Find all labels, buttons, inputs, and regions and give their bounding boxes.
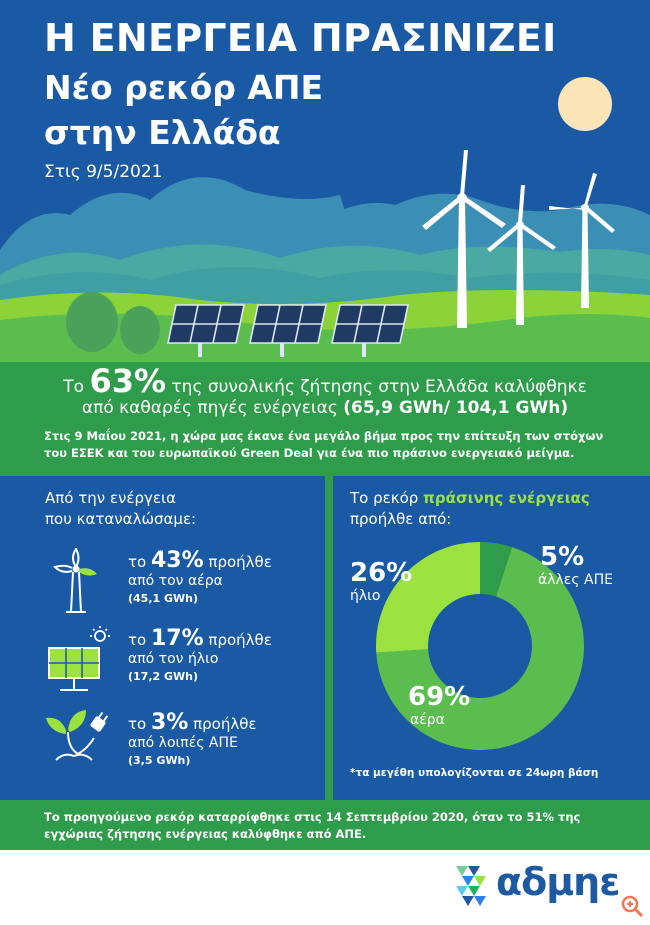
record-heading-bold: πράσινης ενέργειας (423, 489, 590, 507)
other-item-post: προήλθε (188, 715, 257, 733)
label-other-name: άλλες ΑΠΕ (538, 572, 613, 588)
wind-item-post: προήλθε (203, 553, 272, 571)
label-other-value: 5% (540, 542, 585, 572)
admie-logo-text: αδμηε (496, 860, 620, 904)
other-item-value: (3,5 GWh) (128, 754, 191, 767)
label-solar: 26% ήλιο (350, 558, 412, 604)
summary-post: της συνολικής ζήτησης στην Ελλάδα καλύφθ… (166, 377, 587, 397)
wind-turbine-icon (53, 548, 97, 613)
page-subtitle-line2: στην Ελλάδα (44, 113, 281, 152)
solar-item-value: (17,2 GWh) (128, 670, 199, 683)
other-item: το 3% προήλθε από λοιπές ΑΠΕ (3,5 GWh) (128, 710, 257, 767)
solar-panels (167, 304, 409, 357)
consumption-heading: Από την ενέργεια που καταναλώσαμε: (45, 488, 196, 530)
wind-turbines (422, 150, 615, 328)
donut-slice-wind (376, 547, 584, 750)
other-item-pre: το (128, 715, 151, 733)
solar-item-pre: το (128, 631, 151, 649)
other-item-source: από λοιπές ΑΠΕ (128, 735, 238, 751)
wind-item-pre: το (128, 553, 151, 571)
footnote: *τα μεγέθη υπολογίζονται σε 24ωρη βάση (350, 767, 599, 779)
solar-panel-icon (48, 626, 110, 691)
zoom-in-icon[interactable] (620, 894, 644, 918)
solar-item: το 17% προήλθε από τον ήλιο (17,2 GWh) (128, 626, 272, 683)
label-wind: 69% αέρα (408, 682, 470, 728)
summary-line2-bold: (65,9 GWh/ 104,1 GWh) (343, 398, 569, 418)
consumption-heading-line1: Από την ενέργεια (45, 489, 176, 507)
summary-line1: Το 63% της συνολικής ζήτησης στην Ελλάδα… (0, 362, 650, 400)
record-heading-line2: προήλθε από: (350, 510, 452, 528)
donut-slice-other (480, 542, 513, 597)
label-wind-value: 69% (408, 682, 471, 712)
section-divider (325, 476, 333, 800)
label-solar-name: ήλιο (350, 588, 381, 604)
wind-item-source: από τον αέρα (128, 573, 223, 589)
hero-banner: Η ΕΝΕΡΓΕΙΑ ΠΡΑΣΙΝΙΖΕΙ Νέο ρεκόρ ΑΠΕ στην… (0, 0, 650, 362)
summary-paragraph: Στις 9 Μαΐου 2021, η χώρα μας έκανε ένα … (44, 429, 604, 460)
page-title: Η ΕΝΕΡΓΕΙΑ ΠΡΑΣΙΝΙΖΕΙ (44, 16, 557, 60)
wind-item: το 43% προήλθε από τον αέρα (45,1 GWh) (128, 548, 272, 605)
other-item-percent: 3% (150, 710, 189, 735)
record-heading-pre: Το ρεκόρ (350, 489, 424, 507)
summary-band: Το 63% της συνολικής ζήτησης στην Ελλάδα… (0, 362, 650, 476)
footer-paragraph: Το προηγούμενο ρεκόρ καταρρίφθηκε στις 1… (44, 810, 581, 841)
solar-item-percent: 17% (150, 626, 204, 651)
plant-plug-icon (46, 710, 109, 761)
donut-slice-solar (376, 542, 480, 653)
wind-item-value: (45,1 GWh) (128, 592, 199, 605)
page-subtitle-line1: Νέο ρεκόρ ΑΠΕ (44, 68, 324, 107)
summary-line2-text: από καθαρές πηγές ενέργειας (81, 398, 344, 418)
consumption-heading-line2: που καταναλώσαμε: (45, 510, 197, 528)
record-heading: Το ρεκόρ πράσινης ενέργειας προήλθε από: (350, 488, 590, 530)
record-date: Στις 9/5/2021 (44, 162, 163, 182)
label-other: 5% άλλες ΑΠΕ (538, 542, 613, 588)
label-solar-value: 26% (350, 558, 413, 588)
summary-line2: από καθαρές πηγές ενέργειας (65,9 GWh/ 1… (0, 398, 650, 418)
summary-percent: 63% (89, 362, 167, 400)
admie-logo-icon (456, 866, 486, 906)
solar-item-post: προήλθε (203, 631, 272, 649)
solar-item-source: από τον ήλιο (128, 651, 219, 667)
footer-band: Το προηγούμενο ρεκόρ καταρρίφθηκε στις 1… (0, 800, 650, 850)
wind-item-percent: 43% (150, 548, 204, 573)
sun-icon (558, 77, 612, 131)
breakdown-section: Από την ενέργεια που καταναλώσαμε: το 43… (0, 476, 650, 800)
label-wind-name: αέρα (410, 712, 445, 728)
donut-chart (376, 542, 584, 750)
landscape-illustration (0, 77, 650, 362)
summary-pre: Το (63, 377, 90, 397)
